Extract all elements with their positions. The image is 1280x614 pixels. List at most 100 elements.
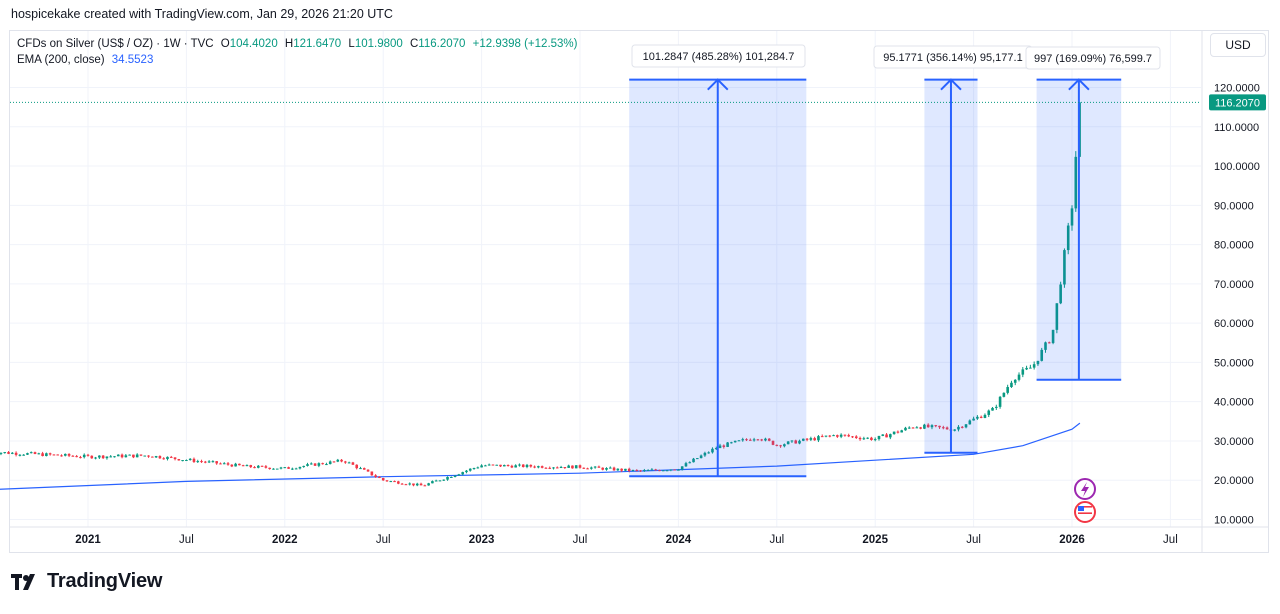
candle-body [843,434,847,436]
candle-body [415,483,419,486]
candle-body [904,427,907,431]
candle-body [222,463,226,465]
candle-body [1032,364,1036,368]
candle-body [1036,360,1040,365]
candle-body [484,465,487,467]
last-price-marker: 116.2070 [10,94,1266,111]
candle-body [1070,208,1074,226]
candle-body [964,424,968,428]
candle-body [60,455,63,457]
candle-body [359,468,362,470]
time-tick-label: 2024 [666,534,692,546]
candle-body [896,431,900,433]
candle-body [1055,303,1059,330]
legend-change: +12.9398 (+12.53%) [472,38,578,50]
brand[interactable]: TradingView [11,570,162,593]
candle-body [862,438,866,440]
candle-body [404,484,408,486]
candle-body [321,463,324,465]
candle-body [393,481,396,483]
measure-label-box [631,44,806,68]
candle-body [707,452,710,454]
candle-body [143,455,147,457]
candle-body [907,427,911,429]
legend-ema-row[interactable]: EMA (200, close) 34.5523 [17,52,577,68]
candle-body [291,468,294,470]
candle-body [677,469,680,471]
price-tick-label: 20.0000 [1214,475,1254,487]
candle-body [26,453,29,455]
candle-body [680,466,684,470]
candle-body [960,426,964,428]
legend-open: 104.4020 [229,38,278,50]
candle-body [854,436,858,438]
candle-body [885,434,888,438]
candle-body [567,465,570,468]
candle-body [696,458,699,460]
candle-body [1029,367,1032,369]
brand-name: TradingView [47,570,163,592]
candle-body [669,469,673,471]
candle-body [124,455,128,458]
candle-body [900,430,903,433]
candle-body [128,454,131,456]
candle-body [650,469,654,471]
candle-body [968,420,972,425]
candle-body [749,439,752,441]
candle-body [347,462,351,464]
candle-body [593,466,597,468]
measure-label: 101.2847 (485.28%) 101,284.7 [643,51,795,63]
candle-body [230,464,234,467]
candle-body [226,463,230,465]
candle-body [340,459,343,462]
candle-body [794,440,798,444]
candle-body [457,474,461,476]
price-tick-label: 110.0000 [1214,122,1259,134]
time-tick-label: Jul [573,534,588,546]
currency-button[interactable]: USD [1210,33,1266,57]
candle-body [832,435,835,437]
candle-body [207,461,211,463]
candle-body [336,459,340,462]
candle-body [870,437,873,440]
candle-body [506,465,510,467]
candle-body [465,470,468,473]
chart-grid [10,31,1201,527]
candle-body [582,467,586,469]
candle-body [98,455,101,458]
candle-body [1021,369,1025,375]
candle-body [472,468,476,470]
candle-body [654,469,657,471]
candle-body [608,467,612,469]
legend-ohlc-row[interactable]: CFDs on Silver (US$ / OZ) · 1W · TVC O10… [17,36,577,52]
candle-body [661,470,665,472]
candle-body [987,410,991,415]
candle-body [858,437,862,440]
candle-body [419,483,423,486]
candle-body [665,470,669,472]
candle-body [450,476,453,478]
candle-body [518,464,521,466]
price-tick-label: 120.0000 [1214,83,1260,95]
candle-body [499,464,502,467]
candle-body [873,439,877,441]
price-tick-label: 10.0000 [1214,515,1254,527]
candle-body [998,396,1002,407]
candle-body [211,461,215,463]
candle-body [571,465,574,469]
candle-body [972,418,975,421]
price-tick-label: 50.0000 [1214,357,1254,369]
candle-body [381,478,385,481]
candle-body [756,439,760,441]
candle-body [711,448,714,453]
candle-body [919,427,922,429]
candle-body [29,452,33,454]
candle-body [328,461,332,465]
candle-body [718,445,722,449]
candle-body [355,464,359,469]
candle-body [1002,392,1006,397]
candle-body [37,453,41,455]
legend-low: 101.9800 [354,38,403,50]
candle-body [1063,250,1066,285]
